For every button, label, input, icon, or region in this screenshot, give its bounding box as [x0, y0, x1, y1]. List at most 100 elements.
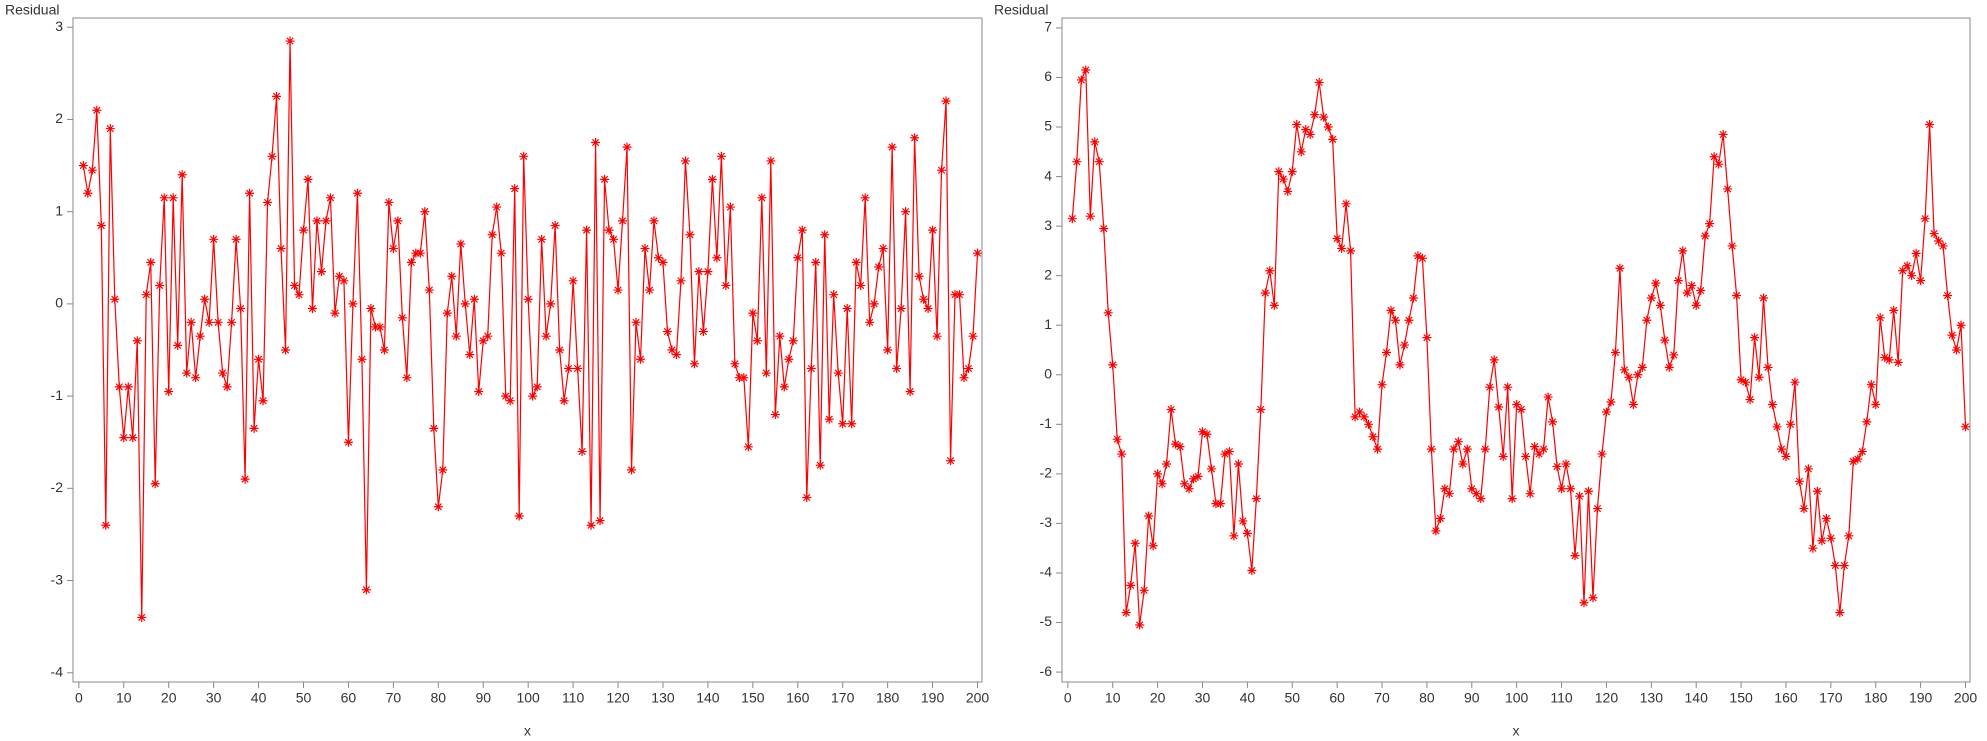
x-tick-label: 20: [161, 690, 177, 706]
data-point: [1642, 315, 1652, 325]
data-point: [1305, 129, 1315, 139]
data-point: [946, 456, 956, 466]
data-point: [429, 423, 439, 433]
data-point: [1157, 479, 1167, 489]
y-tick-label: 3: [55, 18, 63, 34]
data-point: [343, 437, 353, 447]
data-point: [712, 253, 722, 263]
data-point: [1332, 234, 1342, 244]
x-tick-label: 50: [296, 690, 312, 706]
data-point: [1844, 531, 1854, 541]
data-point: [1148, 541, 1158, 551]
data-point: [406, 257, 416, 267]
data-point: [1889, 305, 1899, 315]
data-point: [1256, 404, 1266, 414]
data-point: [550, 221, 560, 230]
data-point: [397, 313, 407, 323]
data-point: [721, 280, 731, 290]
data-point: [1821, 513, 1831, 523]
data-point: [1296, 147, 1306, 157]
data-point: [1880, 352, 1890, 362]
data-point: [1139, 585, 1149, 595]
data-point: [128, 433, 138, 443]
y-tick-label: 2: [1044, 266, 1052, 282]
data-point: [644, 285, 654, 295]
data-point: [1575, 491, 1585, 501]
data-point: [483, 331, 493, 341]
y-tick-label: 6: [1044, 68, 1052, 84]
data-point: [1516, 404, 1526, 414]
data-point: [1247, 566, 1257, 576]
data-point: [1826, 533, 1836, 543]
data-point: [92, 105, 102, 115]
x-tick-label: 110: [1550, 690, 1573, 706]
data-point: [1583, 486, 1593, 496]
data-point: [1938, 241, 1948, 251]
data-point: [910, 133, 920, 143]
data-point: [1386, 305, 1396, 315]
y-tick-label: 3: [1044, 217, 1052, 233]
data-point: [1835, 608, 1845, 618]
data-point: [1898, 266, 1908, 276]
data-point: [1754, 372, 1764, 382]
data-point: [1301, 124, 1311, 134]
x-tick-label: 0: [75, 690, 83, 706]
data-point: [1727, 241, 1737, 251]
x-tick-label: 40: [1240, 690, 1256, 706]
data-point: [604, 225, 614, 235]
data-point: [568, 276, 578, 286]
y-tick-label: 1: [1044, 316, 1052, 332]
data-point: [1373, 444, 1383, 454]
data-point: [227, 317, 237, 327]
data-point: [281, 345, 291, 355]
data-point: [1678, 246, 1688, 256]
data-point: [622, 142, 632, 152]
x-tick-label: 90: [475, 690, 491, 706]
data-point: [748, 308, 758, 318]
data-point: [1462, 444, 1472, 454]
data-point: [1943, 290, 1953, 300]
data-point: [1094, 157, 1104, 167]
data-point: [186, 317, 196, 327]
data-point: [168, 193, 178, 203]
data-point: [802, 493, 812, 503]
data-point: [869, 299, 879, 309]
data-point: [1907, 271, 1917, 281]
data-point: [1440, 484, 1450, 494]
data-point: [1655, 300, 1665, 310]
x-tick-label: 60: [1329, 690, 1345, 706]
data-point: [1956, 320, 1966, 330]
data-point: [366, 304, 376, 313]
data-point: [465, 350, 475, 360]
data-point: [1180, 479, 1190, 489]
data-point: [1597, 449, 1607, 459]
data-point: [1521, 452, 1531, 462]
data-point: [1404, 315, 1414, 325]
data-point: [218, 368, 228, 378]
data-point: [361, 585, 371, 595]
data-point: [1548, 417, 1558, 427]
data-point: [514, 511, 524, 521]
data-point: [797, 225, 807, 235]
data-point: [1916, 276, 1926, 286]
x-axis-label: x: [1513, 723, 1520, 739]
data-point: [1319, 112, 1329, 122]
data-point: [393, 216, 403, 226]
data-point: [334, 271, 344, 281]
data-point: [114, 382, 124, 392]
data-point: [1337, 243, 1347, 253]
data-point: [1884, 355, 1894, 365]
data-point: [1633, 370, 1643, 380]
data-point: [1628, 400, 1638, 410]
data-point: [1287, 167, 1297, 177]
y-tick-label: 0: [55, 295, 63, 311]
y-tick-label: 7: [1044, 19, 1052, 35]
x-tick-label: 80: [431, 690, 447, 706]
data-point: [1229, 531, 1239, 541]
data-point: [155, 280, 165, 290]
data-point: [1718, 129, 1728, 139]
data-point: [191, 373, 201, 383]
data-point: [1099, 224, 1109, 234]
data-point: [456, 239, 466, 249]
